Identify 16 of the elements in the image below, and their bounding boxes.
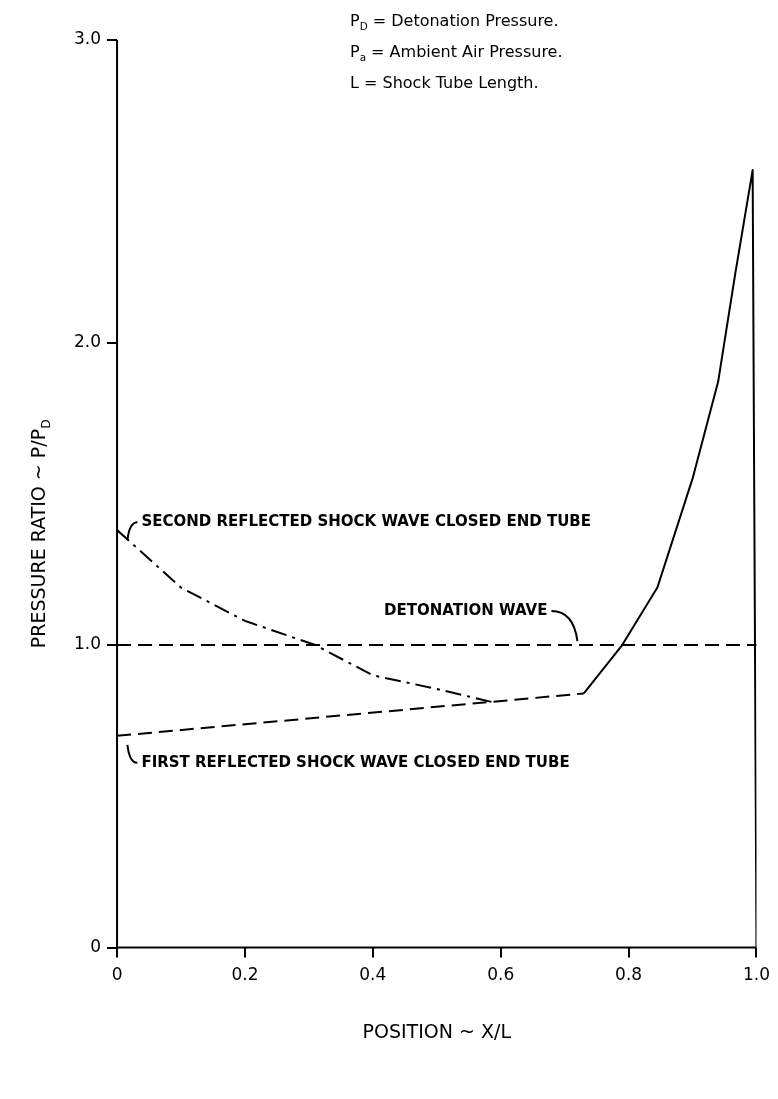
x-tick-label: 0.2 bbox=[231, 964, 259, 985]
x-tick-label: 0 bbox=[111, 964, 123, 985]
x-tick-label: 0.4 bbox=[359, 964, 387, 985]
x-tick-label: 0.8 bbox=[615, 964, 643, 985]
x-tick-label: 0.6 bbox=[487, 964, 515, 985]
annotation: SECOND REFLECTED SHOCK WAVE CLOSED END TUBE bbox=[141, 512, 592, 531]
y-tick-label: 0 bbox=[90, 936, 102, 957]
annotation: L = Shock Tube Length. bbox=[350, 73, 539, 93]
x-axis-title: POSITION ~ X/L bbox=[362, 1019, 512, 1042]
y-axis-title: PRESSURE RATIO ~ P/PD bbox=[26, 419, 53, 649]
x-tick-label: 1.0 bbox=[742, 964, 771, 985]
y-tick-label: 2.0 bbox=[73, 330, 102, 351]
ref-line-label: DETONATION WAVE bbox=[384, 600, 548, 619]
y-tick-label: 1.0 bbox=[73, 633, 102, 654]
y-tick-label: 3.0 bbox=[73, 28, 102, 49]
annotation: FIRST REFLECTED SHOCK WAVE CLOSED END TUBE bbox=[141, 752, 570, 771]
